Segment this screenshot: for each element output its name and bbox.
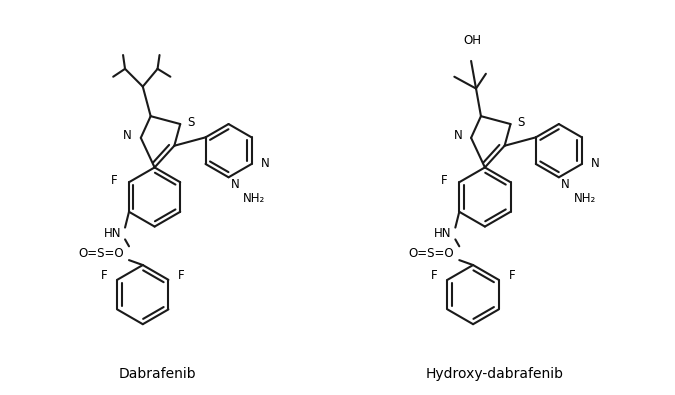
Text: N: N	[454, 130, 462, 142]
Text: HN: HN	[434, 227, 452, 240]
Text: O=S=O: O=S=O	[409, 247, 454, 260]
Text: F: F	[101, 269, 107, 282]
Text: S: S	[518, 116, 524, 129]
Text: N: N	[561, 178, 570, 191]
Text: F: F	[441, 174, 448, 187]
Text: O=S=O: O=S=O	[78, 247, 124, 260]
Text: N: N	[231, 178, 239, 191]
Text: F: F	[431, 269, 437, 282]
Text: F: F	[508, 269, 515, 282]
Text: HN: HN	[103, 227, 121, 240]
Text: N: N	[591, 158, 599, 171]
Text: Dabrafenib: Dabrafenib	[119, 367, 196, 382]
Text: F: F	[178, 269, 185, 282]
Text: Hydroxy-dabrafenib: Hydroxy-dabrafenib	[426, 367, 564, 382]
Text: S: S	[187, 116, 194, 129]
Text: OH: OH	[463, 34, 481, 47]
Text: N: N	[261, 158, 269, 171]
Text: NH₂: NH₂	[244, 192, 265, 205]
Text: F: F	[111, 174, 117, 187]
Text: N: N	[123, 130, 132, 142]
Text: NH₂: NH₂	[574, 192, 596, 205]
